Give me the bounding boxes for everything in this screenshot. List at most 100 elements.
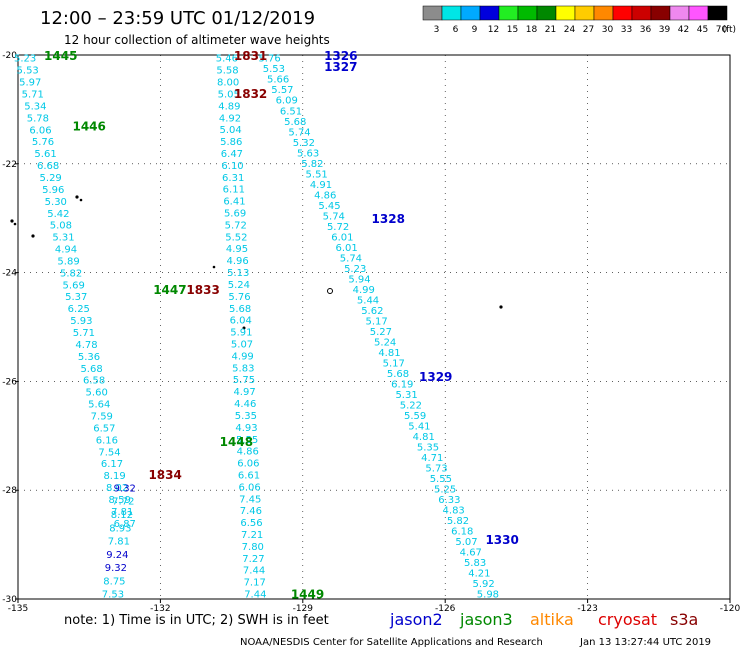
plot-border — [17, 54, 731, 600]
swh-value: 4.71 — [421, 453, 443, 464]
swh-value: 4.95 — [226, 244, 248, 255]
swh-value: 5.71 — [22, 89, 44, 100]
swh-value: 4.81 — [413, 432, 435, 443]
swh-value: 9.32 — [114, 483, 136, 494]
swh-value: 5.82 — [60, 268, 82, 279]
swh-value: 5.44 — [357, 295, 379, 306]
swh-value: 5.83 — [464, 558, 486, 569]
pass-number-label: 1445 — [44, 49, 77, 63]
lon-tick-label: -129 — [293, 604, 314, 614]
swh-value: 5.36 — [78, 352, 100, 363]
swh-value: 4.94 — [55, 245, 77, 256]
swh-value: 6.06 — [239, 482, 261, 493]
swh-value: 5.24 — [374, 337, 396, 348]
satellite-name: s3a — [670, 610, 698, 629]
swh-value: 5.60 — [86, 388, 108, 399]
swh-value: 5.74 — [288, 127, 310, 138]
satellite-name: altika — [530, 610, 574, 629]
swh-value: 5.97 — [19, 78, 41, 89]
swh-value: 6.06 — [237, 459, 259, 470]
legend-swatch — [688, 5, 709, 21]
swh-value: 5.45 — [318, 201, 340, 212]
swh-value: 7.80 — [242, 542, 264, 553]
legend-label: 6 — [453, 25, 459, 35]
swh-value: 7.59 — [91, 412, 113, 423]
map-frame — [17, 54, 731, 600]
swh-value: 4.92 — [219, 113, 241, 124]
swh-value: 7.81 — [111, 507, 133, 518]
swh-value: 4.67 — [460, 548, 482, 559]
swh-value: 5.53 — [17, 66, 39, 77]
legend-swatch — [555, 5, 576, 21]
lat-tick-label: -24 — [2, 269, 17, 279]
swh-value: 8.59 — [109, 495, 131, 506]
swh-value: 5.62 — [361, 306, 383, 317]
swh-value: 5.23 — [14, 54, 36, 65]
swh-value: 6.58 — [83, 376, 105, 387]
swh-value: 6.19 — [391, 379, 413, 390]
swh-value: 5.76 — [258, 54, 280, 65]
swh-value: 5.04 — [220, 125, 242, 136]
swh-value: 5.31 — [52, 233, 74, 244]
swh-value: 5.31 — [395, 390, 417, 401]
swh-value: 6.17 — [101, 459, 123, 470]
swh-value: 6.01 — [336, 243, 358, 254]
pass-number-label: 1446 — [72, 120, 105, 134]
islands — [10, 195, 503, 330]
swh-value: 6.31 — [222, 173, 244, 184]
pass-number-label: 1831 — [234, 49, 267, 63]
legend-swatch — [631, 5, 652, 21]
swh-value: 5.63 — [297, 148, 319, 159]
swh-value: 5.98 — [477, 590, 499, 601]
swh-value: 5.93 — [70, 316, 92, 327]
pass-number-label: 1449 — [291, 588, 324, 602]
swh-value: 7.27 — [242, 554, 264, 565]
swh-value: 7.44 — [243, 566, 265, 577]
swh-value: 6.10 — [221, 161, 243, 172]
credit-timestamp: Jan 13 13:27:44 UTC 2019 — [579, 637, 711, 648]
swh-value: 5.66 — [267, 75, 289, 86]
swh-value: 4.99 — [232, 351, 254, 362]
swh-value: 7.44 — [244, 590, 266, 601]
swh-value: 6.09 — [276, 96, 298, 107]
legend-swatch — [460, 5, 481, 21]
swh-value: 5.34 — [24, 101, 46, 112]
swh-value: 5.08 — [50, 221, 72, 232]
legend-label: 24 — [564, 25, 576, 35]
swh-value: 5.61 — [34, 149, 56, 160]
swh-value: 4.78 — [75, 340, 97, 351]
swh-value: 6.01 — [331, 232, 353, 243]
swh-value: 5.71 — [73, 328, 95, 339]
legend-swatch — [669, 5, 690, 21]
swh-value: 5.69 — [63, 280, 85, 291]
swh-value: 5.68 — [229, 304, 251, 315]
swh-value: 5.94 — [348, 274, 370, 285]
swh-value: 5.35 — [417, 442, 439, 453]
satellite-name: jason2 — [389, 610, 443, 629]
legend-label: 12 — [488, 25, 499, 35]
legend-swatch — [536, 5, 557, 21]
map-title: 12:00 – 23:59 UTC 01/12/2019 — [40, 8, 315, 29]
swh-value: 4.96 — [226, 256, 248, 267]
legend-label: 27 — [583, 25, 594, 35]
lat-tick-label: -20 — [2, 51, 17, 61]
swh-value: 5.53 — [263, 64, 285, 75]
swh-value: 5.17 — [383, 358, 405, 369]
swh-value: 4.81 — [378, 348, 400, 359]
swh-value: 5.72 — [225, 220, 247, 231]
swh-value: 8.12 — [111, 510, 133, 521]
island — [13, 222, 17, 226]
swh-value: 5.57 — [271, 85, 293, 96]
legend-swatch — [707, 5, 728, 21]
legend-unit-label: (ft) — [722, 25, 736, 35]
swh-value: 5.78 — [27, 113, 49, 124]
swh-value: 6.04 — [230, 316, 252, 327]
legend-swatch — [498, 5, 519, 21]
swh-value: 5.96 — [42, 185, 64, 196]
lon-tick-label: -123 — [577, 604, 597, 614]
swh-value: 5.74 — [323, 211, 345, 222]
swh-value: 6.87 — [114, 519, 136, 530]
legend-swatch — [479, 5, 500, 21]
credit-org: NOAA/NESDIS Center for Satellite Applica… — [240, 637, 543, 648]
